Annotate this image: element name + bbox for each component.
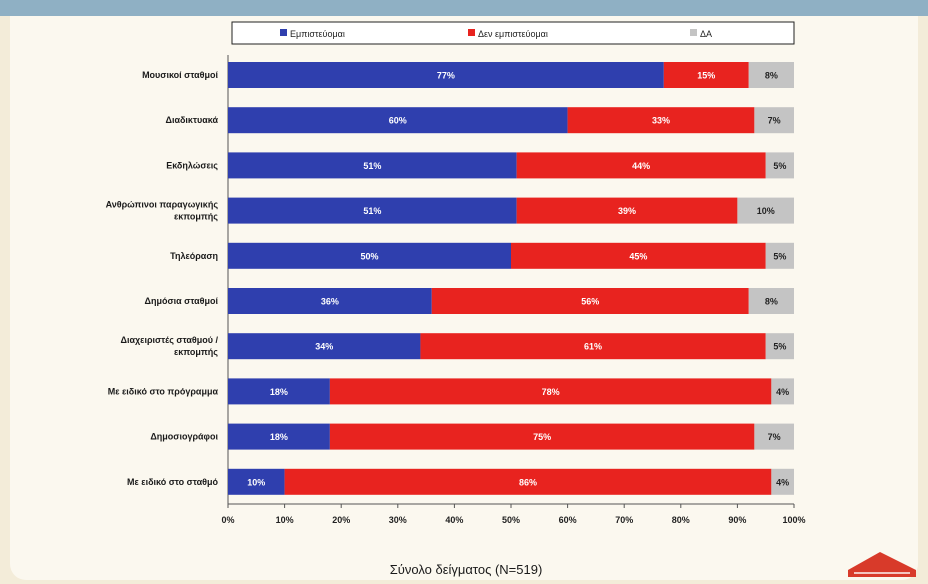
- category-label: Διαδικτυακά: [165, 115, 218, 125]
- bar-segment: [567, 107, 755, 134]
- data-label: 10%: [757, 206, 775, 216]
- legend-label: Εμπιστεύομαι: [290, 29, 345, 39]
- data-label: 10%: [247, 477, 265, 487]
- data-label: 50%: [360, 251, 378, 261]
- bar-segment: [771, 468, 794, 495]
- data-label: 36%: [321, 297, 339, 307]
- bar-segment: [228, 62, 664, 88]
- data-label: 61%: [584, 342, 602, 352]
- data-label: 7%: [768, 116, 781, 126]
- legend-box: [231, 21, 795, 45]
- bar-segment: [765, 242, 794, 269]
- bar-segment: [228, 107, 568, 134]
- category-label: Τηλεόραση: [170, 251, 218, 261]
- bar-segment: [228, 197, 517, 224]
- bar-segment: [748, 62, 794, 88]
- category-label: Δημοσιογράφοι: [150, 432, 218, 442]
- bar-segment: [771, 378, 794, 405]
- x-tick-label: 80%: [672, 515, 690, 525]
- bar-segment: [329, 378, 772, 405]
- legend-swatch: [690, 29, 697, 36]
- x-tick-label: 60%: [559, 515, 577, 525]
- bar-segment: [516, 197, 738, 224]
- legend-swatch: [280, 29, 287, 36]
- data-label: 18%: [270, 432, 288, 442]
- bar-segment: [228, 378, 330, 405]
- x-tick-label: 50%: [502, 515, 520, 525]
- bar-segment: [748, 288, 794, 314]
- bar-segment: [754, 423, 794, 450]
- data-label: 77%: [437, 71, 455, 81]
- company-logo: [848, 552, 916, 577]
- bar-segment: [420, 333, 766, 360]
- data-label: 8%: [765, 71, 778, 81]
- legend-label: Δεν εμπιστεύομαι: [478, 29, 548, 39]
- bar-segment: [765, 152, 794, 179]
- x-tick-label: 20%: [332, 515, 350, 525]
- data-label: 5%: [773, 342, 786, 352]
- category-label: Ανθρώπινοι παραγωγικής εκπομπής: [106, 200, 219, 222]
- bar-segment: [228, 242, 511, 269]
- legend-swatch: [468, 29, 475, 36]
- data-label: 5%: [773, 251, 786, 261]
- category-label: Με ειδικό στο πρόγραμμα: [108, 386, 219, 396]
- data-label: 18%: [270, 387, 288, 397]
- x-tick-label: 40%: [445, 515, 463, 525]
- data-label: 60%: [389, 116, 407, 126]
- bar-segment: [228, 152, 517, 179]
- category-label: Εκδηλώσεις: [166, 160, 218, 170]
- data-label: 4%: [776, 477, 789, 487]
- x-tick-label: 0%: [221, 515, 234, 525]
- bar-segment: [228, 288, 432, 314]
- x-tick-label: 100%: [782, 515, 805, 525]
- x-axis-label: Σύνολο δείγματος (N=519): [390, 562, 543, 577]
- bar-segment: [228, 333, 421, 360]
- bar-segment: [511, 242, 766, 269]
- bar-segment: [228, 423, 330, 450]
- data-label: 5%: [773, 161, 786, 171]
- category-label: Διαχειριστές σταθμού / εκπομπής: [120, 335, 218, 357]
- category-label: Δημόσια σταθμοί: [145, 296, 219, 306]
- x-tick-label: 30%: [389, 515, 407, 525]
- data-label: 4%: [776, 387, 789, 397]
- category-label: Μουσικοί σταθμοί: [142, 70, 218, 80]
- data-label: 75%: [533, 432, 551, 442]
- x-tick-label: 90%: [728, 515, 746, 525]
- bar-segment: [765, 333, 794, 360]
- category-label: Με ειδικό στο σταθμό: [127, 477, 218, 487]
- bar-segment: [737, 197, 794, 224]
- x-tick-label: 70%: [615, 515, 633, 525]
- data-label: 51%: [363, 161, 381, 171]
- data-label: 56%: [581, 297, 599, 307]
- bar-segment: [663, 62, 749, 88]
- bar-segment: [431, 288, 749, 314]
- data-label: 7%: [768, 432, 781, 442]
- bar-segment: [329, 423, 755, 450]
- data-label: 78%: [542, 387, 560, 397]
- data-label: 39%: [618, 206, 636, 216]
- data-label: 44%: [632, 161, 650, 171]
- bar-segment: [516, 152, 766, 179]
- data-label: 45%: [629, 251, 647, 261]
- data-label: 33%: [652, 116, 670, 126]
- legend-label: ΔΑ: [700, 29, 712, 39]
- bar-segment: [754, 107, 794, 134]
- data-label: 15%: [697, 71, 715, 81]
- bar-segment: [228, 468, 285, 495]
- data-label: 51%: [363, 206, 381, 216]
- data-label: 86%: [519, 477, 537, 487]
- data-label: 8%: [765, 297, 778, 307]
- data-label: 34%: [315, 342, 333, 352]
- bar-segment: [284, 468, 772, 495]
- top-bar: [0, 0, 928, 16]
- x-tick-label: 10%: [276, 515, 294, 525]
